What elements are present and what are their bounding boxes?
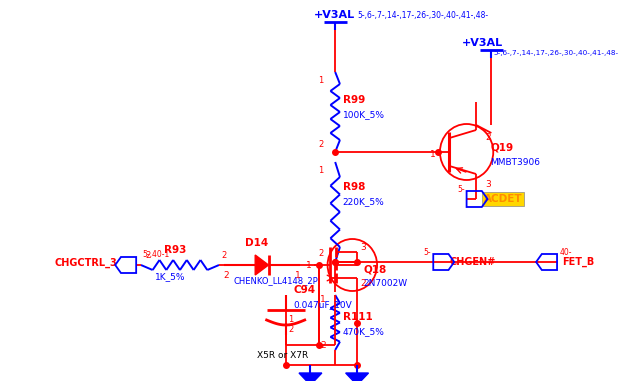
Text: CHENKO_LL4148_2P: CHENKO_LL4148_2P xyxy=(234,277,318,285)
Text: +V3AL: +V3AL xyxy=(462,38,503,48)
Text: 5-,6-,7-,14-,17-,26-,30-,40-,41-,48-: 5-,6-,7-,14-,17-,26-,30-,40-,41-,48- xyxy=(493,50,618,56)
Text: R98: R98 xyxy=(343,182,365,192)
Text: 1: 1 xyxy=(320,296,326,304)
Text: 5-,40-1: 5-,40-1 xyxy=(143,250,170,259)
Text: 2: 2 xyxy=(223,271,228,280)
Text: 2: 2 xyxy=(360,279,365,288)
Text: 220K_5%: 220K_5% xyxy=(343,197,385,207)
Text: 5-: 5- xyxy=(424,248,431,256)
Text: X5R or X7R: X5R or X7R xyxy=(257,351,308,360)
Polygon shape xyxy=(346,373,369,381)
Text: 3: 3 xyxy=(360,242,365,251)
Text: R93: R93 xyxy=(164,245,186,255)
Text: 2: 2 xyxy=(319,139,324,149)
Text: 1K_5%: 1K_5% xyxy=(155,272,186,282)
Text: 0.047uF_10V: 0.047uF_10V xyxy=(293,301,352,309)
Text: FET_B: FET_B xyxy=(562,257,594,267)
Text: 470K_5%: 470K_5% xyxy=(343,328,385,336)
Text: R99: R99 xyxy=(343,95,365,105)
Text: D14: D14 xyxy=(246,238,269,248)
Text: ACDET: ACDET xyxy=(484,194,522,204)
Text: 2: 2 xyxy=(320,341,326,349)
Text: 5-,6-,7-,14-,17-,26-,30-,40-,41-,48-: 5-,6-,7-,14-,17-,26-,30-,40-,41-,48- xyxy=(357,11,488,19)
Text: R111: R111 xyxy=(343,312,372,322)
Text: 2: 2 xyxy=(319,250,324,258)
Text: 1: 1 xyxy=(430,149,436,158)
Text: 1: 1 xyxy=(319,165,324,174)
Text: 2: 2 xyxy=(289,325,294,335)
Polygon shape xyxy=(255,255,269,275)
Text: 5-: 5- xyxy=(457,184,465,194)
Text: CHGEN#: CHGEN# xyxy=(449,257,496,267)
Text: 1: 1 xyxy=(319,75,324,85)
Text: 1: 1 xyxy=(295,271,301,280)
Text: Q19: Q19 xyxy=(490,142,513,152)
Text: 2: 2 xyxy=(146,250,151,259)
Text: 100K_5%: 100K_5% xyxy=(343,110,385,120)
Text: +V3AL: +V3AL xyxy=(314,10,355,20)
Text: 2N7002W: 2N7002W xyxy=(364,279,408,288)
Text: 1: 1 xyxy=(306,261,312,269)
Text: 2: 2 xyxy=(221,250,226,259)
Text: C94: C94 xyxy=(293,285,316,295)
Text: 40-: 40- xyxy=(560,248,572,256)
Polygon shape xyxy=(299,373,322,381)
Text: MMBT3906: MMBT3906 xyxy=(490,157,540,166)
Text: 3: 3 xyxy=(486,179,492,189)
Text: 1: 1 xyxy=(289,315,294,325)
Text: CHGCTRL_3: CHGCTRL_3 xyxy=(54,258,117,268)
Text: 2: 2 xyxy=(486,133,492,141)
Text: Q18: Q18 xyxy=(364,265,387,275)
